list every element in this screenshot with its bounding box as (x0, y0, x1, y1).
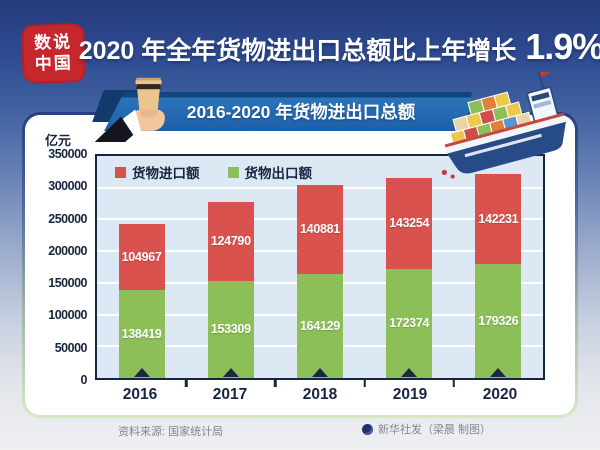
chart-legend: 货物进口额 货物出口额 (115, 162, 312, 182)
bar-segment-import: 124790 (207, 201, 254, 281)
cargo-ship-icon (441, 72, 566, 179)
bar-group: 179326 142231 (475, 156, 522, 378)
bar-segment-import: 104967 (118, 223, 165, 291)
bar-group: 164129 140881 (296, 156, 343, 378)
y-tick-label: 100000 (48, 308, 87, 323)
bar-segment-export: 164129 (296, 273, 343, 378)
y-tick-label: 0 (80, 373, 88, 387)
y-tick-label: 50000 (54, 340, 88, 355)
bar-slot: 179326 142231 (452, 156, 543, 387)
bar-value-label: 104967 (121, 249, 162, 264)
legend-swatch (227, 166, 239, 178)
legend-swatch (115, 166, 126, 178)
axis-tick (452, 378, 456, 387)
bar-segment-import: 142231 (475, 174, 522, 265)
axis-tick (184, 378, 188, 387)
bar-segment-import: 143254 (386, 177, 433, 269)
x-axis-label: 2016 (122, 386, 158, 403)
bar-value-label: 142231 (478, 212, 519, 227)
chart-banner: 2016-2020 年货物进出口总额 (104, 92, 472, 131)
bar-value-label: 138419 (121, 327, 162, 342)
y-axis-unit: 亿元 (44, 133, 71, 148)
x-axis: 2016 2017 2018 2019 2020 (95, 386, 545, 408)
bar-group: 138419 104967 (118, 156, 165, 378)
bar-value-label: 153309 (210, 322, 251, 337)
axis-triangle-marker (401, 368, 418, 377)
legend-label: 货物进口额 (132, 166, 200, 181)
axis-triangle-marker (133, 368, 150, 377)
bar-value-label: 164129 (300, 318, 340, 333)
y-tick-label: 200000 (48, 243, 87, 258)
credit-text: 新华社发（梁晨 制图） (378, 424, 492, 436)
x-axis-label: 2019 (392, 386, 428, 403)
legend-label: 货物出口额 (244, 166, 313, 181)
plot-area: 货物进口额 货物出口额 138419 104967 153309 124790 16412… (95, 154, 545, 387)
x-axis-label: 2017 (212, 386, 248, 403)
brand-stamp: 数说 中国 (20, 22, 87, 85)
bar-segment-export: 172374 (386, 268, 433, 378)
bar-slot: 153309 124790 (184, 156, 275, 387)
x-axis-label: 2020 (482, 386, 518, 403)
axis-triangle-marker (490, 368, 507, 377)
bar-value-label: 140881 (300, 222, 340, 237)
bar-segment-export: 138419 (118, 290, 165, 378)
page-title: 2020 年全年货物进出口总额比上年增长 1.9% (79, 26, 600, 72)
bar-value-label: 179326 (478, 314, 519, 329)
bar-slot: 164129 140881 (274, 156, 364, 387)
y-axis: 350000 300000 250000 200000 150000 100000 5000… (27, 147, 89, 387)
y-tick-label: 300000 (48, 179, 87, 194)
bar-segment-export: 153309 (207, 280, 254, 378)
y-tick-label: 150000 (48, 276, 87, 291)
xinhua-logo-icon (362, 423, 373, 435)
bar-value-label: 124790 (210, 234, 251, 249)
axis-triangle-marker (311, 368, 328, 377)
bar-group: 172374 143254 (386, 156, 433, 378)
credit-line: 新华社发（梁晨 制图） (362, 421, 491, 437)
chart-card-inner: 亿元 350000 300000 250000 200000 150000 100000 5… (25, 115, 575, 415)
stamp-line1: 数说 (33, 32, 73, 54)
axis-triangle-marker (222, 368, 239, 377)
bar-group: 153309 124790 (207, 156, 254, 378)
title-highlight: 1.9% (525, 26, 600, 67)
source-text: 资料来源: 国家统计局 (118, 426, 224, 438)
axis-tick (363, 378, 366, 387)
bar-slot: 172374 143254 (363, 156, 454, 387)
bar-segment-import: 140881 (296, 184, 343, 274)
bar-value-label: 143254 (389, 216, 430, 231)
y-tick-label: 350000 (48, 147, 87, 161)
axis-tick (274, 378, 277, 387)
y-tick-label: 250000 (48, 211, 87, 226)
hand-holding-jar-icon (94, 77, 165, 142)
banner-text: 2016-2020 年货物进出口总额 (186, 102, 416, 122)
x-axis-label: 2018 (302, 386, 338, 403)
stamp-line2: 中国 (34, 52, 74, 74)
chart-card: 亿元 350000 300000 250000 200000 150000 100000 5… (22, 112, 578, 418)
title-text: 2020 年全年货物进出口总额比上年增长 (78, 37, 517, 65)
legend-item: 货物进口额 (115, 162, 200, 182)
legend-item: 货物出口额 (227, 162, 313, 182)
bar-slot: 138419 104967 (97, 156, 186, 378)
bar-segment-export: 179326 (475, 264, 522, 378)
bar-value-label: 172374 (389, 316, 430, 331)
